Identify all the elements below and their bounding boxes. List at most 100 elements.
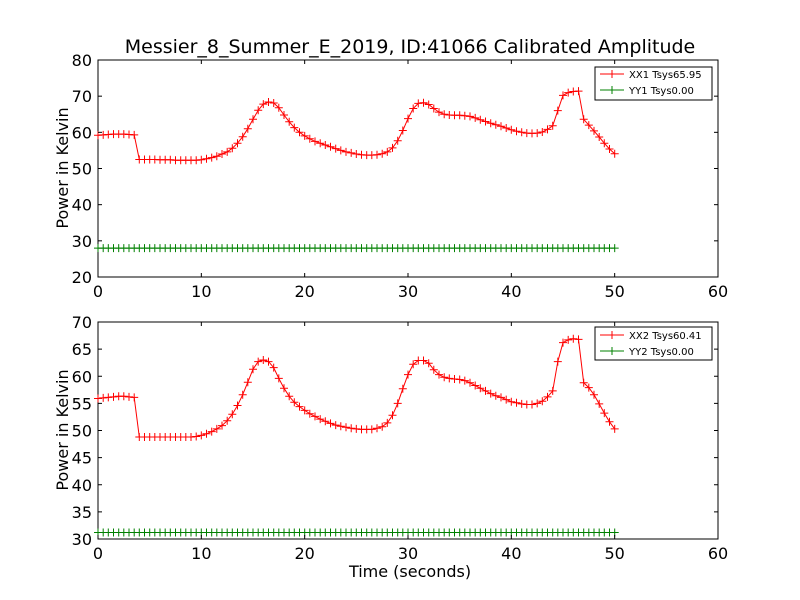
data-point-marker — [383, 147, 392, 156]
data-point-marker — [331, 144, 340, 153]
data-point-marker — [502, 395, 511, 404]
chart-title: Messier_8_Summer_E_2019, ID:41066 Calibr… — [125, 36, 696, 58]
data-point-marker — [440, 110, 449, 119]
data-point-marker — [285, 117, 294, 126]
bottom-plot: 0 10 20 30 40 50 60 30 35 40 45 50 55 60 65 70 Power i… — [53, 313, 728, 581]
data-point-marker — [367, 425, 376, 434]
bottom-y-tick-label: 50 — [72, 422, 92, 441]
data-point-marker — [424, 359, 433, 368]
data-point-marker — [414, 99, 423, 108]
data-point-marker — [445, 374, 454, 383]
bottom-x-tick-label: 60 — [708, 544, 728, 563]
data-point-marker — [316, 139, 325, 148]
data-point-marker — [435, 370, 443, 379]
data-point-marker — [559, 338, 567, 347]
bottom-y-tick-label: 35 — [72, 503, 92, 522]
bottom-y-tick-label: 40 — [72, 476, 92, 495]
legend-label: YY1 Tsys0.00 — [628, 86, 694, 97]
data-point-marker — [460, 111, 469, 120]
legend-item-yy1: YY1 Tsys0.00 — [600, 86, 694, 97]
data-point-marker — [305, 409, 314, 418]
data-point-marker — [404, 114, 412, 123]
data-point-marker — [342, 147, 350, 156]
data-point-marker — [228, 144, 237, 153]
data-point-marker — [404, 370, 412, 379]
data-point-marker — [109, 392, 118, 401]
legend-box — [594, 66, 713, 101]
data-point-marker — [409, 104, 418, 113]
data-point-marker — [243, 378, 252, 387]
data-point-marker — [378, 422, 387, 431]
data-point-marker — [233, 401, 242, 410]
data-point-marker — [336, 146, 345, 155]
data-point-marker — [393, 399, 402, 408]
legend-marker — [608, 70, 616, 78]
data-point-marker — [352, 150, 361, 158]
data-point-marker — [274, 374, 283, 383]
data-point-marker — [295, 402, 304, 411]
data-point-marker — [218, 421, 226, 430]
bottom-plot-y-axis-label: Power in Kelvin — [53, 369, 72, 490]
data-point-marker — [440, 373, 449, 382]
data-point-marker — [269, 363, 278, 372]
data-point-marker — [579, 115, 588, 124]
data-point-marker — [497, 122, 505, 131]
bottom-y-tick-label: 65 — [72, 340, 92, 359]
data-point-marker — [269, 99, 278, 107]
data-point-marker — [595, 133, 604, 141]
data-point-marker — [584, 383, 593, 392]
bottom-plot-series — [94, 334, 619, 537]
data-point-marker — [342, 423, 350, 432]
data-point-marker — [548, 386, 557, 395]
data-point-marker — [311, 412, 319, 421]
data-point-marker — [228, 410, 237, 419]
data-point-marker — [424, 100, 433, 109]
data-point-marker — [285, 392, 294, 401]
data-point-marker — [280, 111, 288, 119]
data-point-marker — [383, 418, 392, 427]
top-plot-series — [94, 87, 619, 253]
data-point-marker — [548, 121, 557, 130]
data-point-marker — [533, 129, 542, 138]
data-point-marker — [130, 393, 139, 402]
data-point-marker — [290, 123, 299, 132]
data-point-marker — [486, 389, 495, 398]
series-yy1 — [94, 244, 619, 253]
data-point-marker — [393, 136, 402, 145]
data-point-marker — [223, 416, 232, 425]
data-point-marker — [290, 398, 299, 407]
data-point-marker — [388, 143, 397, 152]
data-point-marker — [429, 104, 438, 113]
legend-item-xx2: XX2 Tsys60.41 — [600, 331, 702, 342]
data-point-marker — [212, 152, 221, 161]
bottom-plot-y-axis: 30 35 40 45 50 55 60 65 70 — [72, 313, 718, 549]
data-point-marker — [347, 424, 356, 433]
bottom-y-tick-label: 60 — [72, 367, 92, 386]
data-point-marker — [476, 384, 485, 393]
data-point-marker — [419, 98, 428, 107]
top-y-tick-label: 50 — [72, 160, 92, 179]
data-point-marker — [300, 131, 309, 140]
data-point-marker — [574, 87, 583, 96]
bottom-x-tick-label: 50 — [604, 544, 624, 563]
data-point-marker — [559, 91, 567, 100]
data-point-marker — [259, 100, 268, 109]
top-x-tick-label: 50 — [604, 282, 624, 301]
data-point-marker — [249, 365, 257, 374]
bottom-plot-x-axis: 0 10 20 30 40 50 60 — [93, 322, 728, 563]
data-point-marker — [538, 128, 547, 136]
top-y-tick-label: 80 — [72, 51, 92, 70]
data-point-marker — [569, 334, 578, 343]
data-point-marker — [259, 356, 268, 364]
x-axis-label: Time (seconds) — [348, 562, 471, 581]
legend-marker — [608, 331, 616, 339]
data-point-marker — [512, 398, 521, 407]
data-point-marker — [517, 128, 526, 137]
top-plot-y-axis: 20 30 40 50 60 70 80 — [72, 51, 718, 287]
legend-label: YY2 Tsys0.00 — [628, 347, 694, 358]
data-point-marker — [311, 137, 319, 146]
data-point-marker — [605, 145, 614, 153]
data-point-marker — [610, 244, 619, 253]
data-point-marker — [584, 121, 593, 130]
data-point-marker — [497, 393, 505, 402]
